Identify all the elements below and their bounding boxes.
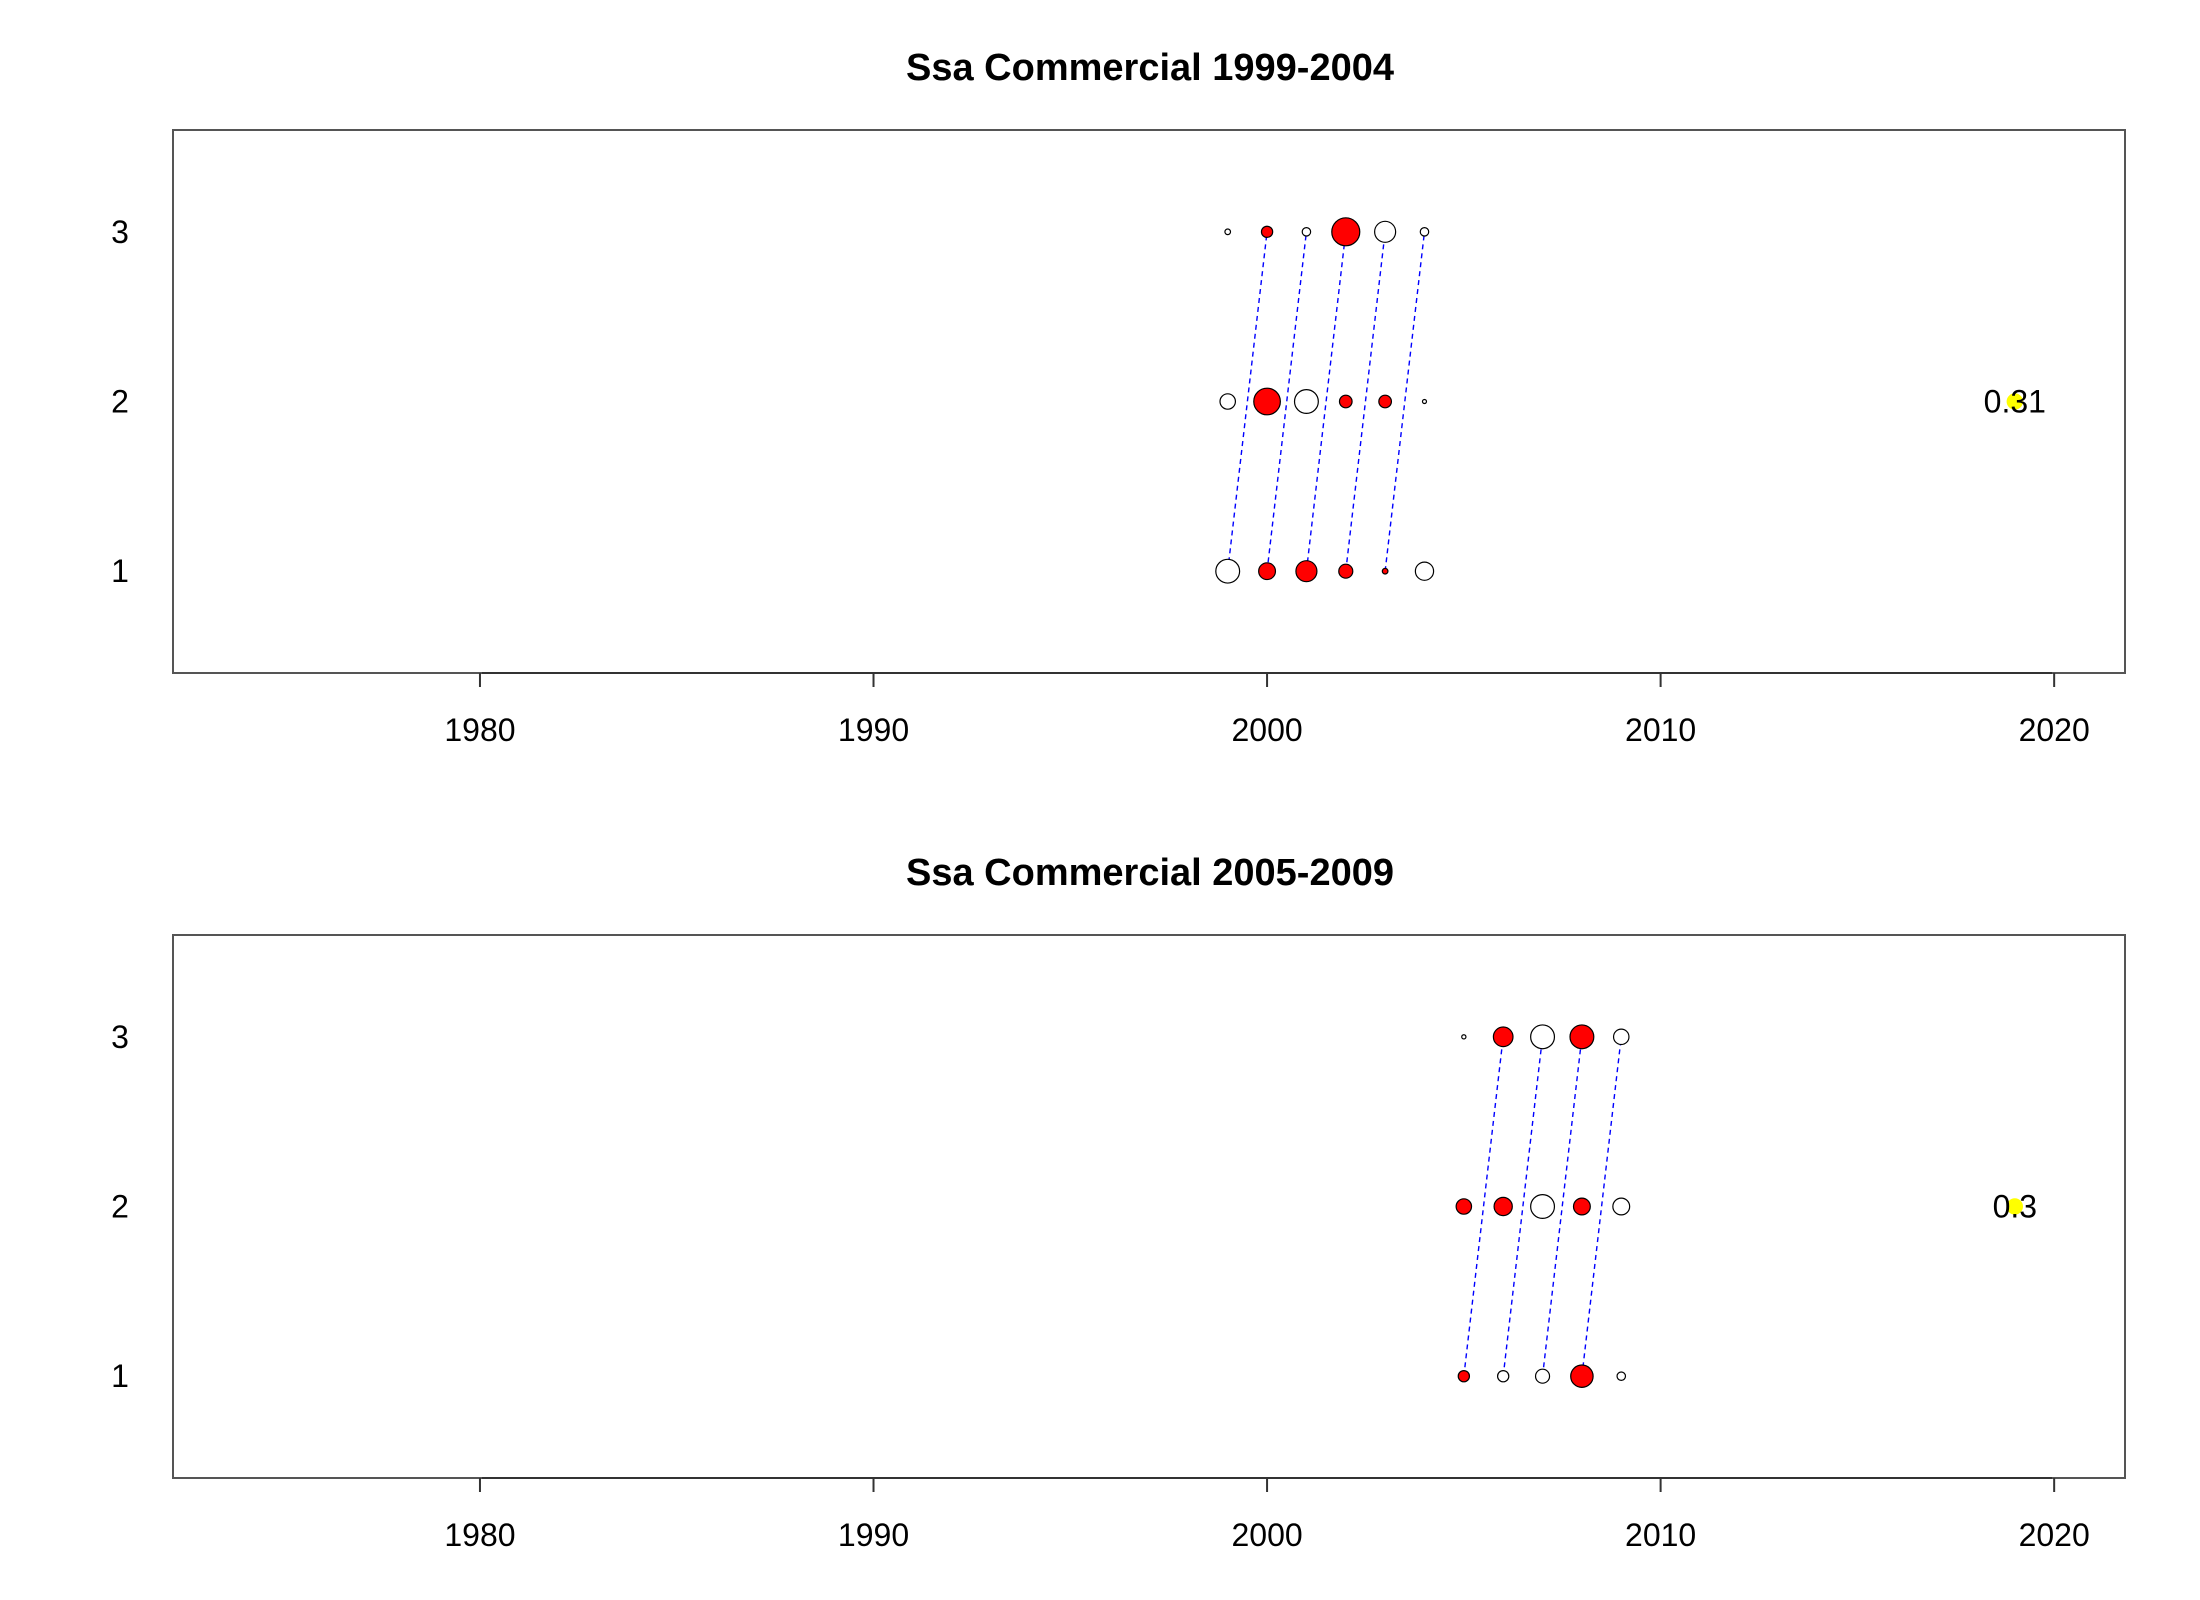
panel-2: Ssa Commercial 2005-2009 0.3 1980 1990 2…	[111, 852, 2126, 1553]
panel-2-cohort-lines	[1463, 1036, 1622, 1377]
panel-2-bubble-1	[1492, 1026, 1514, 1048]
panel-2-cohort-line-3	[1581, 1036, 1622, 1377]
panel-1-bubble-12	[1215, 558, 1241, 584]
panel-2-title: Ssa Commercial 2005-2009	[906, 852, 1394, 894]
panel-1-x-tick-label-0: 1980	[444, 712, 515, 748]
panel-2-bubble-2	[1530, 1024, 1556, 1050]
panel-2-bubble-12	[1534, 1368, 1551, 1384]
panel-1-bubble-8	[1293, 389, 1319, 415]
panel-2-summary: 0.3	[1993, 1189, 2037, 1225]
panel-1-bubble-3	[1331, 217, 1361, 247]
panel-1-summary: 0.31	[1984, 384, 2046, 420]
panel-2-cohort-line-2	[1541, 1036, 1583, 1377]
panel-1-bubble-4	[1374, 220, 1397, 243]
panel-2-bubble-11	[1496, 1369, 1510, 1383]
panel-1-bubble-1	[1260, 225, 1274, 239]
panel-2-bubble-9	[1612, 1197, 1631, 1216]
panel-1-y-tick-label-1: 2	[111, 384, 129, 420]
panel-1-bubble-13	[1258, 562, 1277, 581]
panel-2-bubble-13	[1570, 1364, 1594, 1388]
panel-2-bubble-3	[1569, 1024, 1595, 1050]
panel-1-bubble-2	[1301, 227, 1312, 237]
panel-2-y-tick-label-2: 3	[111, 1019, 129, 1055]
panel-2-bubble-6	[1493, 1196, 1513, 1217]
panel-1-bubble-11	[1421, 398, 1428, 405]
panel-1-bubble-6	[1219, 393, 1237, 410]
panel-1-cohort-line-1	[1266, 231, 1308, 572]
panel-2-y-axis: 1 2 3	[111, 1019, 129, 1394]
panel-2-x-tick-label-0: 1980	[444, 1517, 515, 1553]
panel-2-y-tick-label-1: 2	[111, 1189, 129, 1225]
panel-2-x-tick-label-4: 2020	[2019, 1517, 2090, 1553]
panel-2-bubbles	[1455, 1024, 1631, 1388]
panel-1-bubble-14	[1295, 560, 1318, 583]
panel-1-bubbles	[1215, 217, 1435, 584]
panel-2-bubble-8	[1572, 1197, 1591, 1216]
panel-2-summary-bubble	[2006, 1198, 2024, 1215]
panel-2-summary-label: 0.3	[1993, 1189, 2037, 1225]
panel-1-summary-bubble	[2006, 393, 2024, 410]
panel-2-y-tick-label-0: 1	[111, 1358, 129, 1394]
panel-1-x-tick-label-4: 2020	[2019, 712, 2090, 748]
panel-2-bubble-10	[1457, 1369, 1471, 1383]
panel-1-y-tick-label-0: 1	[111, 553, 129, 589]
panel-1-y-axis: 1 2 3	[111, 214, 129, 589]
panel-1-cohort-line-3	[1345, 231, 1386, 572]
panel-1-bubble-5	[1419, 227, 1430, 237]
panel-1-summary-label: 0.31	[1984, 384, 2046, 420]
panel-1-cohort-line-4	[1384, 231, 1426, 572]
panel-2-bubble-7	[1530, 1193, 1556, 1219]
panel-1-cohort-line-2	[1305, 231, 1347, 572]
panel-1-title: Ssa Commercial 1999-2004	[906, 47, 1394, 89]
panel-1-bubble-17	[1414, 561, 1435, 581]
panel-2-bubble-5	[1455, 1198, 1473, 1215]
panel-1-x-tick-label-3: 2010	[1625, 712, 1696, 748]
panel-2-cohort-line-1	[1502, 1036, 1544, 1377]
panel-2-x-tick-label-2: 2000	[1231, 1517, 1302, 1553]
panel-2-bubble-4	[1612, 1028, 1630, 1046]
panel-1-bubble-7	[1253, 387, 1281, 416]
panel-1-cohort-line-0	[1227, 231, 1268, 572]
panel-1-x-tick-label-2: 2000	[1231, 712, 1302, 748]
panel-1-x-axis: 1980 1990 2000 2010 2020	[444, 672, 2090, 748]
panel-2-x-tick-label-1: 1990	[838, 1517, 909, 1553]
panel-1-bubble-10	[1378, 394, 1393, 409]
panel-2-x-axis: 1980 1990 2000 2010 2020	[444, 1477, 2090, 1553]
panel-1-bubble-0	[1224, 228, 1232, 236]
panel-1-x-tick-label-1: 1990	[838, 712, 909, 748]
panel-1-y-tick-label-2: 3	[111, 214, 129, 250]
panel-1: Ssa Commercial 1999-2004 0.31 1980 1990 …	[111, 47, 2126, 748]
panel-2-bubble-14	[1616, 1371, 1627, 1381]
panel-2-cohort-line-0	[1463, 1036, 1504, 1377]
panel-1-bubble-15	[1338, 563, 1354, 579]
panel-2-bubble-0	[1461, 1034, 1467, 1040]
panel-2-x-tick-label-3: 2010	[1625, 1517, 1696, 1553]
panel-1-cohort-lines	[1227, 231, 1426, 572]
panel-1-bubble-9	[1338, 394, 1353, 409]
panel-1-bubble-16	[1381, 567, 1389, 575]
